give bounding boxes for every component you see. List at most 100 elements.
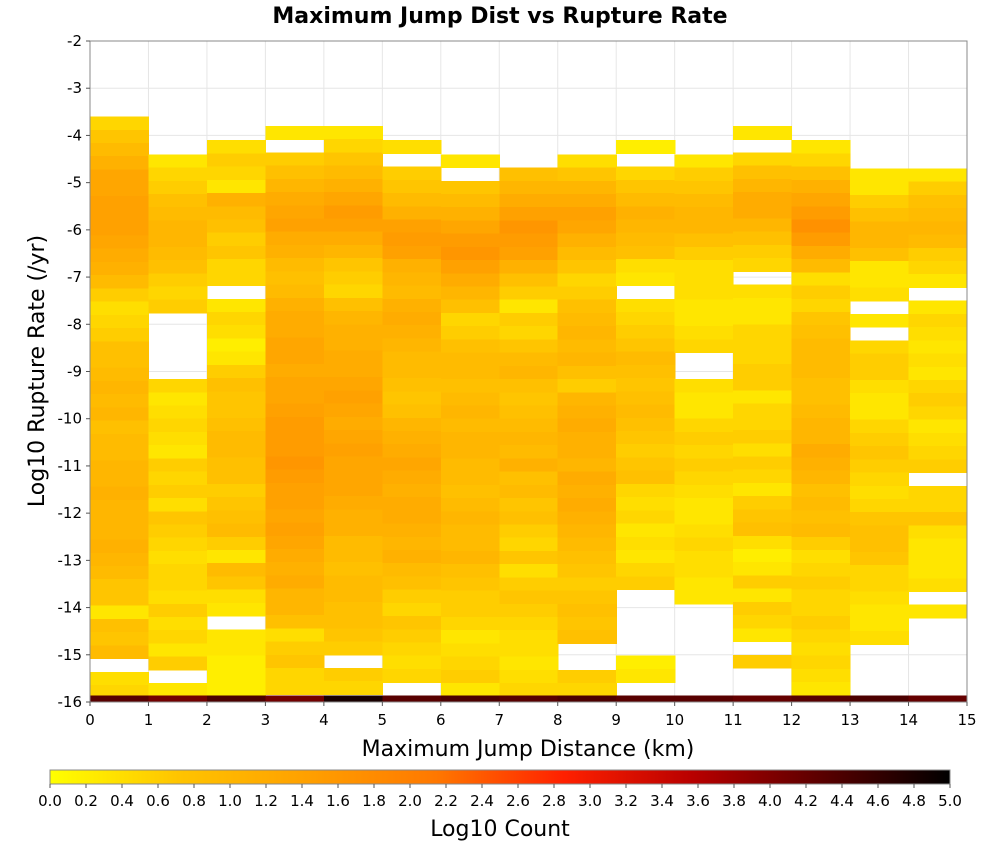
y-tick-label: -12 [58, 504, 83, 522]
heatmap-cell [382, 140, 442, 154]
heatmap-cell [148, 511, 208, 526]
heatmap-cell [265, 496, 325, 510]
heatmap-cell [265, 324, 325, 339]
heatmap-cell [265, 549, 325, 563]
heatmap-cell [440, 299, 500, 314]
heatmap-cell [382, 629, 442, 644]
heatmap-cell [674, 193, 734, 208]
heatmap-cell [440, 643, 500, 658]
heatmap-cell [440, 669, 500, 684]
heatmap-cell [616, 378, 676, 392]
heatmap-cell [148, 392, 208, 407]
heatmap-cell [557, 246, 617, 261]
x-axis-label: Maximum Jump Distance (km) [362, 737, 695, 762]
heatmap-cell [206, 193, 266, 207]
heatmap-cell [557, 339, 617, 354]
heatmap-cell [440, 683, 500, 697]
heatmap-cell [499, 617, 559, 631]
heatmap-cell [557, 379, 617, 393]
heatmap-cell [382, 325, 442, 340]
heatmap-cell [382, 285, 442, 300]
heatmap-cell [557, 312, 617, 327]
heatmap-cell [206, 642, 266, 657]
heatmap-cell [323, 258, 383, 273]
heatmap-cell [557, 286, 617, 301]
x-tick-label: 11 [724, 711, 743, 729]
heatmap-cell [382, 602, 442, 617]
heatmap-cell [440, 564, 500, 578]
heatmap-cell [323, 377, 383, 391]
heatmap-cell [206, 404, 266, 419]
heatmap-cell [733, 324, 793, 339]
heatmap-cell [616, 668, 676, 683]
chart-title: Maximum Jump Dist vs Rupture Rate [272, 4, 727, 29]
heatmap-cell [265, 271, 325, 286]
heatmap-cell [206, 325, 266, 340]
heatmap-cell [323, 390, 383, 405]
heatmap-cell [499, 524, 559, 539]
heatmap-cell [499, 498, 559, 512]
heatmap-cell [323, 363, 383, 378]
heatmap-cell [206, 272, 266, 287]
heatmap-cell [265, 469, 325, 484]
heatmap-cell [850, 168, 910, 183]
heatmap-cell [90, 169, 150, 184]
x-tick-label: 15 [957, 711, 976, 729]
heatmap-cell [791, 378, 851, 392]
heatmap-cell [323, 469, 383, 484]
heatmap-cell [908, 274, 968, 289]
y-tick-label: -6 [67, 221, 82, 239]
heatmap-cell [265, 231, 325, 246]
heatmap-cell [206, 378, 266, 392]
heatmap-cell [90, 473, 150, 488]
heatmap-cell [733, 258, 793, 273]
x-tick-label: 9 [611, 711, 621, 729]
heatmap-cell [557, 418, 617, 433]
heatmap-cells [90, 116, 968, 702]
heatmap-cell [908, 406, 968, 421]
heatmap-cell [674, 379, 734, 393]
heatmap-cell [206, 430, 266, 445]
heatmap-cell [265, 152, 325, 167]
heatmap-cell [791, 642, 851, 657]
heatmap-cell [557, 260, 617, 274]
heatmap-cell [499, 511, 559, 526]
colorbar-tick-label: 1.6 [326, 792, 350, 810]
heatmap-cell [908, 181, 968, 196]
colorbar-tick-label: 1.8 [362, 792, 386, 810]
heatmap-cell [90, 447, 150, 461]
heatmap-cell [908, 393, 968, 408]
heatmap-cell [616, 444, 676, 459]
heatmap-cell [616, 298, 676, 313]
heatmap-cell [674, 418, 734, 433]
heatmap-cell [850, 353, 910, 368]
heatmap-cell [850, 261, 910, 275]
heatmap-cell [148, 550, 208, 565]
heatmap-cell-bottom-row [674, 695, 734, 702]
heatmap-cell [674, 246, 734, 261]
heatmap-cell-bottom-row [440, 695, 500, 702]
heatmap-cell [791, 351, 851, 366]
heatmap-cell [499, 339, 559, 354]
heatmap-cell [499, 379, 559, 393]
heatmap-cell [148, 167, 208, 182]
heatmap-cell [733, 469, 793, 484]
heatmap-cell [791, 179, 851, 194]
heatmap-cell [850, 406, 910, 421]
heatmap-cell [323, 192, 383, 206]
heatmap-cell [265, 377, 325, 391]
heatmap-cell [557, 299, 617, 314]
y-axis-ticks: -2 -3 -4 -5 -6 -7 -8 -9 -10 -11 -12 -13 -14 -15 -16 [58, 32, 90, 711]
heatmap-cell [90, 354, 150, 369]
heatmap-cell [791, 444, 851, 459]
heatmap-cell [265, 601, 325, 616]
heatmap-cell [791, 616, 851, 630]
heatmap-cell [382, 245, 442, 260]
heatmap-cell [148, 590, 208, 605]
heatmap-cell [850, 194, 910, 209]
heatmap-cell [148, 180, 208, 195]
heatmap-cell [850, 459, 910, 474]
heatmap-cell [908, 578, 968, 593]
heatmap-cell [440, 445, 500, 459]
